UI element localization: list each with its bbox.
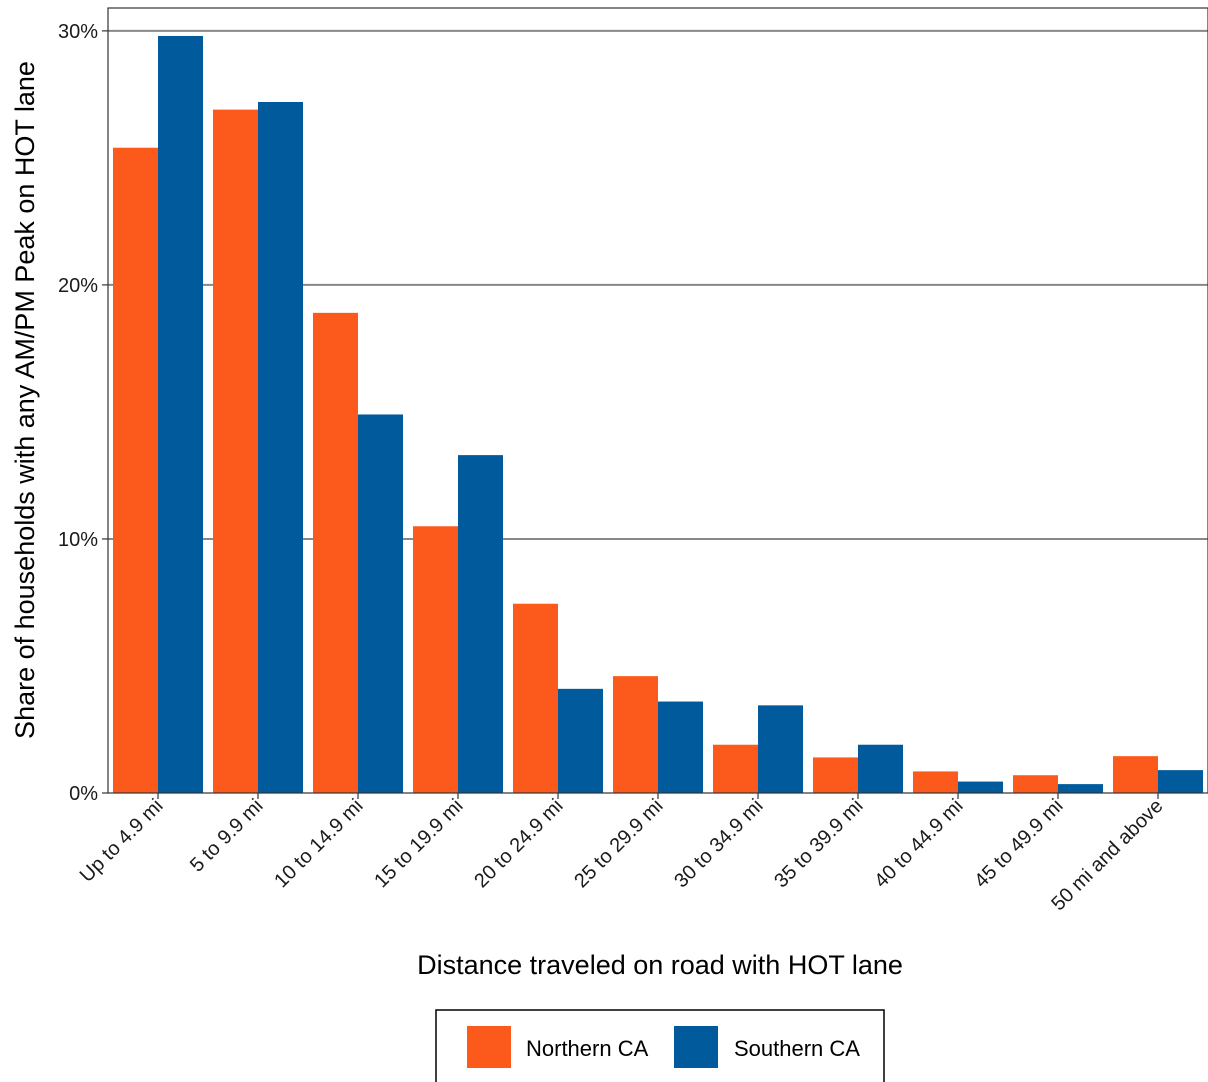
x-axis-title: Distance traveled on road with HOT lane [417,950,903,980]
legend-label-northern: Northern CA [526,1036,649,1061]
x-tick-label: 45 to 49.9 mi [970,795,1067,892]
bar-northern-0 [113,147,158,793]
bar-northern-1 [213,109,258,794]
legend-label-southern: Southern CA [734,1036,860,1061]
x-tick-label: 50 mi and above [1047,795,1167,915]
x-tick-label: 10 to 14.9 mi [270,795,367,892]
y-axis-ticks: 0% 10% 20% 30% [58,21,108,805]
x-axis-ticks: Up to 4.9 mi 5 to 9.9 mi 10 to 14.9 mi 15 t… [76,793,1168,915]
bar-northern-2 [313,312,358,793]
y-tick-label: 20% [58,275,98,297]
bar-southern-9 [1058,784,1103,793]
x-tick-label: 40 to 44.9 mi [870,795,967,892]
bar-southern-3 [458,455,503,793]
bar-northern-4 [513,603,558,793]
bar-northern-8 [913,771,958,793]
x-tick-label: 35 to 39.9 mi [770,795,867,892]
bar-northern-9 [1013,775,1058,793]
bar-southern-0 [158,35,203,793]
x-tick-label: 30 to 34.9 mi [670,795,767,892]
y-tick-label: 10% [58,529,98,551]
bar-southern-5 [658,701,703,793]
x-tick-label: 5 to 9.9 mi [186,795,268,877]
bar-southern-10 [1158,770,1203,793]
legend: Northern CA Southern CA [435,1009,885,1082]
bar-southern-1 [258,101,303,793]
bar-northern-3 [413,526,458,793]
legend-swatch-northern [467,1026,511,1068]
x-tick-label: 20 to 24.9 mi [470,795,567,892]
bar-southern-7 [858,744,903,793]
bar-northern-6 [713,744,758,793]
x-tick-label: 25 to 29.9 mi [570,795,667,892]
bar-northern-5 [613,676,658,793]
bar-southern-6 [758,705,803,793]
bars [113,35,1203,794]
y-tick-label: 30% [58,21,98,43]
bar-northern-10 [1113,756,1158,793]
y-axis-title: Share of households with any AM/PM Peak … [10,61,40,739]
x-tick-label: 15 to 19.9 mi [370,795,467,892]
bar-southern-2 [358,414,403,793]
x-tick-label: Up to 4.9 mi [76,795,168,887]
y-tick-label: 0% [69,783,98,805]
bar-southern-4 [558,688,603,793]
bar-northern-7 [813,757,858,793]
legend-swatch-southern [674,1026,718,1068]
bar-southern-8 [958,781,1003,793]
